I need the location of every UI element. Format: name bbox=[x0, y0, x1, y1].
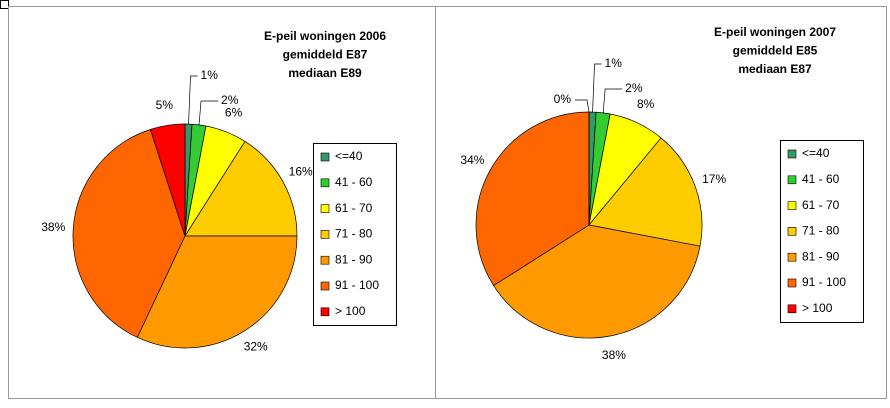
leader-line bbox=[592, 63, 602, 113]
pie-slice bbox=[149, 123, 186, 237]
data-label: 38% bbox=[602, 348, 626, 362]
leader-line bbox=[575, 99, 590, 113]
legend-label: 41 - 60 bbox=[802, 172, 840, 186]
data-label: 2% bbox=[221, 93, 239, 107]
legend-label: > 100 bbox=[802, 301, 833, 315]
legend-label: <=40 bbox=[335, 149, 363, 163]
legend-swatch bbox=[787, 201, 797, 210]
data-label: 5% bbox=[156, 98, 174, 112]
pie-slice bbox=[493, 224, 701, 339]
legend-label: 81 - 90 bbox=[335, 252, 373, 266]
legend-swatch bbox=[320, 204, 330, 213]
data-label: 32% bbox=[244, 340, 268, 354]
legend-swatch bbox=[787, 304, 797, 314]
legend-label: 91 - 100 bbox=[335, 278, 379, 292]
legend-label: 41 - 60 bbox=[335, 175, 373, 189]
pie-slice bbox=[136, 235, 298, 349]
data-label: 8% bbox=[637, 97, 655, 111]
data-label: 34% bbox=[460, 153, 484, 167]
legend-swatch bbox=[787, 278, 797, 288]
leader-line bbox=[188, 75, 198, 125]
legend-swatch bbox=[787, 227, 797, 236]
legend-swatch bbox=[320, 281, 330, 291]
legend-label: > 100 bbox=[335, 304, 366, 318]
data-label: 17% bbox=[702, 172, 726, 186]
legend-swatch bbox=[320, 152, 330, 162]
legend-swatch bbox=[787, 149, 797, 159]
data-label: 38% bbox=[41, 220, 65, 234]
legend-label: 81 - 90 bbox=[802, 249, 840, 263]
chart-title: E-peil woningen 2006 bbox=[264, 29, 386, 43]
chart-title: mediaan E87 bbox=[738, 62, 812, 76]
data-label: 16% bbox=[289, 165, 313, 179]
anchor-icon bbox=[0, 0, 9, 9]
legend-label: 61 - 70 bbox=[335, 201, 373, 215]
legend-swatch bbox=[787, 252, 797, 262]
pie-slice bbox=[588, 137, 703, 247]
legend-label: 91 - 100 bbox=[802, 275, 846, 289]
chart-title: mediaan E89 bbox=[288, 66, 362, 80]
legend-swatch bbox=[320, 307, 330, 317]
legend-label: <=40 bbox=[802, 146, 830, 160]
legend-label: 71 - 80 bbox=[335, 227, 373, 241]
chart-title: gemiddeld E85 bbox=[733, 44, 818, 58]
legend-label: 71 - 80 bbox=[802, 224, 840, 238]
leader-line bbox=[198, 100, 219, 125]
legend-label: 61 - 70 bbox=[802, 198, 840, 212]
data-label: 1% bbox=[605, 56, 623, 70]
data-label: 1% bbox=[201, 68, 219, 82]
legend-swatch bbox=[320, 178, 330, 188]
data-label: 0% bbox=[554, 92, 572, 106]
legend-swatch bbox=[320, 230, 330, 239]
pie-slice bbox=[72, 129, 186, 338]
legend-swatch bbox=[787, 175, 797, 185]
chart-title: E-peil woningen 2007 bbox=[714, 25, 836, 39]
data-label: 6% bbox=[225, 105, 243, 119]
data-label: 2% bbox=[625, 81, 643, 95]
chart-title: gemiddeld E87 bbox=[283, 48, 368, 62]
pie-slice bbox=[475, 111, 590, 287]
pie-slice bbox=[184, 140, 298, 237]
leader-line bbox=[602, 88, 623, 113]
legend-swatch bbox=[320, 255, 330, 265]
